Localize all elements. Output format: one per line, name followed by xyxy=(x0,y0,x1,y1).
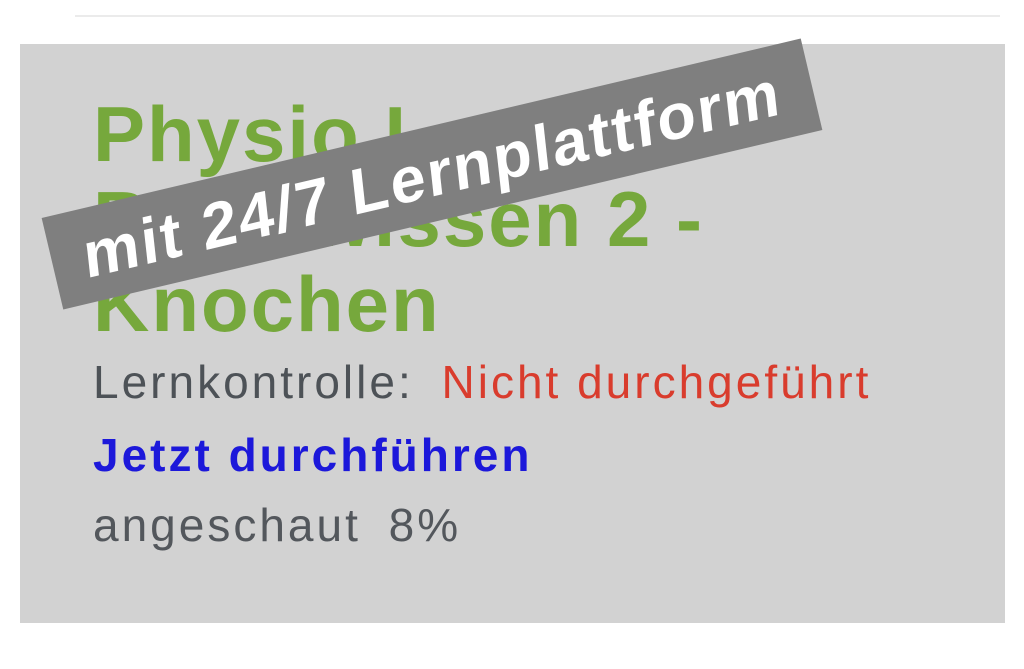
action-row: Jetzt durchführen xyxy=(93,428,532,483)
lernkontrolle-row: Lernkontrolle: Nicht durchgeführt xyxy=(93,355,871,410)
jetzt-durchfuehren-link[interactable]: Jetzt durchführen xyxy=(93,429,533,481)
progress-row: angeschaut 8% xyxy=(93,498,461,553)
lernkontrolle-label: Lernkontrolle: xyxy=(93,356,414,408)
top-divider xyxy=(75,15,1000,17)
progress-value: 8% xyxy=(388,499,462,551)
lernkontrolle-status: Nicht durchgeführt xyxy=(441,356,872,408)
progress-label: angeschaut xyxy=(93,499,361,551)
